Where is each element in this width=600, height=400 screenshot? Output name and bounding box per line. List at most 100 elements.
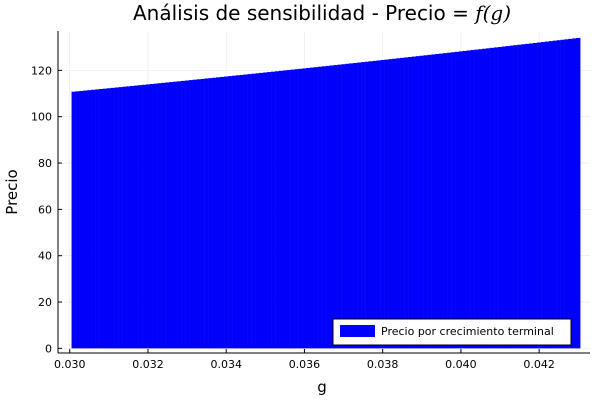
bar <box>478 49 483 349</box>
bar <box>298 68 303 349</box>
bar <box>537 42 542 349</box>
bar <box>443 53 448 349</box>
bar <box>185 80 190 349</box>
bar <box>541 42 546 349</box>
bar <box>431 54 436 349</box>
bar <box>149 84 155 349</box>
bar <box>490 47 495 349</box>
bar <box>412 56 417 349</box>
bar <box>251 73 256 349</box>
bar <box>400 57 405 349</box>
bar <box>365 61 370 349</box>
bar <box>310 67 315 349</box>
bar <box>529 43 534 349</box>
bar <box>337 64 342 349</box>
bar <box>474 49 479 349</box>
bar <box>576 37 581 349</box>
bar <box>71 91 76 349</box>
bar <box>282 70 288 349</box>
bar <box>153 83 158 349</box>
bar <box>279 70 284 349</box>
bar <box>380 60 385 349</box>
bar <box>408 57 413 349</box>
bar <box>314 67 319 349</box>
bar <box>533 42 538 349</box>
bar <box>333 65 338 349</box>
bar <box>192 79 198 349</box>
bar <box>212 77 217 349</box>
bar <box>568 38 573 349</box>
bar <box>435 53 440 349</box>
bar <box>404 57 409 349</box>
bar <box>517 44 522 349</box>
x-tick-label: 0.038 <box>367 358 399 371</box>
bar <box>548 41 554 349</box>
bar <box>275 71 280 349</box>
bar <box>419 55 424 349</box>
bar <box>368 61 374 349</box>
bar <box>462 50 467 349</box>
y-axis-label: Precio <box>3 169 21 214</box>
bar <box>114 87 119 349</box>
bar <box>118 87 123 349</box>
bar <box>110 87 115 349</box>
bar <box>79 90 84 349</box>
legend: Precio por crecimiento terminal <box>332 318 572 346</box>
bar <box>224 76 229 349</box>
legend-swatch <box>340 325 375 337</box>
bar <box>349 63 354 349</box>
bar <box>267 72 272 349</box>
bar <box>545 41 550 349</box>
bar <box>423 55 428 349</box>
bar <box>83 90 88 349</box>
bar <box>196 79 201 349</box>
bar <box>455 51 460 349</box>
bar <box>564 39 569 349</box>
bar <box>239 74 245 349</box>
bar <box>75 91 80 349</box>
bar <box>294 69 299 349</box>
bar <box>353 62 358 349</box>
bar <box>228 76 233 349</box>
bar <box>521 44 526 349</box>
bar <box>427 54 432 349</box>
bar <box>361 62 366 349</box>
bar <box>87 90 92 349</box>
bar <box>345 63 350 349</box>
bar <box>302 68 307 349</box>
bar <box>439 53 444 349</box>
bar <box>470 50 475 349</box>
bar <box>525 43 530 349</box>
x-tick-label: 0.030 <box>54 358 86 371</box>
bar <box>157 83 162 349</box>
x-tick-label: 0.034 <box>210 358 242 371</box>
bar <box>126 86 131 349</box>
bar <box>235 75 241 349</box>
bar <box>286 70 291 349</box>
bar <box>509 45 514 349</box>
bar <box>357 62 362 349</box>
y-tick-label: 60 <box>38 203 52 216</box>
bar <box>388 59 393 349</box>
bar <box>102 88 108 349</box>
y-ticks: 0 20 40 60 80 100 120 <box>31 64 62 355</box>
bar <box>99 89 104 349</box>
bar <box>513 45 518 349</box>
bar <box>325 65 331 349</box>
bar <box>486 48 491 349</box>
x-ticks: 0.030 0.032 0.034 0.036 0.038 0.040 0.042 <box>54 349 555 371</box>
bar <box>505 46 511 349</box>
bar <box>396 58 401 349</box>
bar <box>161 82 166 349</box>
y-tick-label: 100 <box>31 111 52 124</box>
bar <box>134 85 139 349</box>
bar <box>130 85 135 349</box>
bar <box>482 48 487 349</box>
y-tick-label: 120 <box>31 64 52 77</box>
bar <box>173 81 178 349</box>
y-tick-label: 40 <box>38 250 52 263</box>
bar <box>259 72 264 349</box>
bar <box>181 80 186 349</box>
bar <box>255 73 260 349</box>
bar <box>243 74 248 349</box>
